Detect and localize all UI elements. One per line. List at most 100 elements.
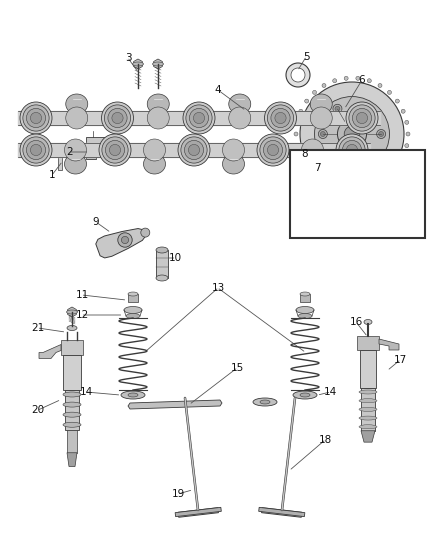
Polygon shape bbox=[342, 190, 390, 215]
Circle shape bbox=[141, 228, 150, 237]
Ellipse shape bbox=[147, 94, 169, 114]
Circle shape bbox=[26, 140, 46, 159]
Circle shape bbox=[271, 108, 290, 127]
Circle shape bbox=[108, 108, 127, 127]
Ellipse shape bbox=[121, 391, 145, 399]
Circle shape bbox=[364, 106, 369, 111]
Circle shape bbox=[299, 155, 303, 159]
Ellipse shape bbox=[128, 292, 138, 296]
Text: 16: 16 bbox=[350, 317, 363, 327]
Ellipse shape bbox=[300, 292, 310, 296]
Text: 20: 20 bbox=[32, 405, 45, 415]
Ellipse shape bbox=[152, 62, 163, 66]
Circle shape bbox=[294, 132, 298, 136]
Text: 9: 9 bbox=[93, 217, 99, 227]
Circle shape bbox=[20, 134, 52, 166]
Ellipse shape bbox=[359, 390, 377, 394]
Circle shape bbox=[344, 76, 348, 80]
Circle shape bbox=[356, 188, 360, 192]
Circle shape bbox=[110, 144, 120, 156]
Circle shape bbox=[102, 102, 134, 134]
Circle shape bbox=[178, 134, 210, 166]
Circle shape bbox=[194, 112, 205, 124]
Bar bbox=[361, 388, 375, 431]
Bar bbox=[300, 294, 310, 302]
Circle shape bbox=[64, 139, 86, 161]
Text: 18: 18 bbox=[318, 435, 332, 445]
Circle shape bbox=[322, 181, 326, 184]
Text: 2: 2 bbox=[67, 147, 73, 157]
Circle shape bbox=[362, 155, 371, 164]
Circle shape bbox=[357, 112, 367, 124]
Circle shape bbox=[66, 107, 88, 129]
Circle shape bbox=[363, 193, 377, 207]
Bar bbox=[156, 250, 168, 278]
Circle shape bbox=[343, 140, 362, 159]
Circle shape bbox=[318, 130, 327, 139]
Circle shape bbox=[333, 155, 342, 164]
Circle shape bbox=[364, 157, 369, 161]
Circle shape bbox=[362, 104, 371, 114]
Bar bbox=[357, 336, 379, 350]
Circle shape bbox=[147, 107, 169, 129]
Ellipse shape bbox=[63, 392, 81, 397]
Circle shape bbox=[299, 109, 303, 113]
Bar bbox=[61, 340, 83, 355]
Circle shape bbox=[367, 79, 371, 83]
Ellipse shape bbox=[300, 393, 310, 397]
Circle shape bbox=[300, 82, 404, 186]
Circle shape bbox=[229, 107, 251, 129]
Circle shape bbox=[353, 108, 371, 127]
Ellipse shape bbox=[63, 422, 81, 427]
Ellipse shape bbox=[359, 407, 377, 411]
Ellipse shape bbox=[156, 247, 168, 253]
Circle shape bbox=[344, 188, 348, 192]
Ellipse shape bbox=[124, 306, 142, 313]
Circle shape bbox=[144, 139, 166, 161]
Ellipse shape bbox=[67, 310, 78, 314]
Polygon shape bbox=[259, 507, 305, 516]
Circle shape bbox=[322, 84, 326, 87]
Polygon shape bbox=[261, 508, 302, 517]
Bar bbox=[86, 137, 124, 146]
Polygon shape bbox=[361, 431, 375, 442]
Bar bbox=[67, 430, 77, 453]
Text: 10: 10 bbox=[169, 253, 182, 263]
Ellipse shape bbox=[310, 94, 332, 114]
Text: 8: 8 bbox=[302, 149, 308, 159]
Bar bbox=[58, 152, 62, 170]
Ellipse shape bbox=[66, 94, 88, 114]
Circle shape bbox=[184, 140, 204, 159]
Circle shape bbox=[367, 185, 371, 189]
Circle shape bbox=[377, 130, 385, 139]
Circle shape bbox=[305, 165, 309, 169]
Ellipse shape bbox=[64, 154, 86, 174]
Circle shape bbox=[396, 165, 399, 169]
Polygon shape bbox=[86, 146, 124, 159]
Circle shape bbox=[260, 137, 286, 163]
Circle shape bbox=[275, 112, 286, 124]
Circle shape bbox=[183, 102, 215, 134]
Text: 19: 19 bbox=[171, 489, 185, 499]
Circle shape bbox=[396, 99, 399, 103]
Circle shape bbox=[346, 144, 357, 156]
Ellipse shape bbox=[260, 400, 270, 404]
Circle shape bbox=[257, 134, 289, 166]
Ellipse shape bbox=[359, 399, 377, 403]
Circle shape bbox=[336, 134, 368, 166]
Polygon shape bbox=[39, 344, 61, 359]
Text: 1: 1 bbox=[49, 170, 55, 180]
Polygon shape bbox=[67, 307, 76, 317]
Circle shape bbox=[188, 144, 200, 156]
Bar bbox=[311, 196, 321, 224]
Circle shape bbox=[344, 126, 360, 142]
Circle shape bbox=[385, 190, 394, 199]
Ellipse shape bbox=[58, 150, 62, 154]
Text: 6: 6 bbox=[359, 75, 365, 85]
Circle shape bbox=[30, 112, 42, 124]
Circle shape bbox=[346, 102, 378, 134]
Circle shape bbox=[335, 106, 340, 111]
Polygon shape bbox=[128, 400, 222, 409]
Ellipse shape bbox=[296, 306, 314, 313]
Circle shape bbox=[118, 233, 132, 247]
